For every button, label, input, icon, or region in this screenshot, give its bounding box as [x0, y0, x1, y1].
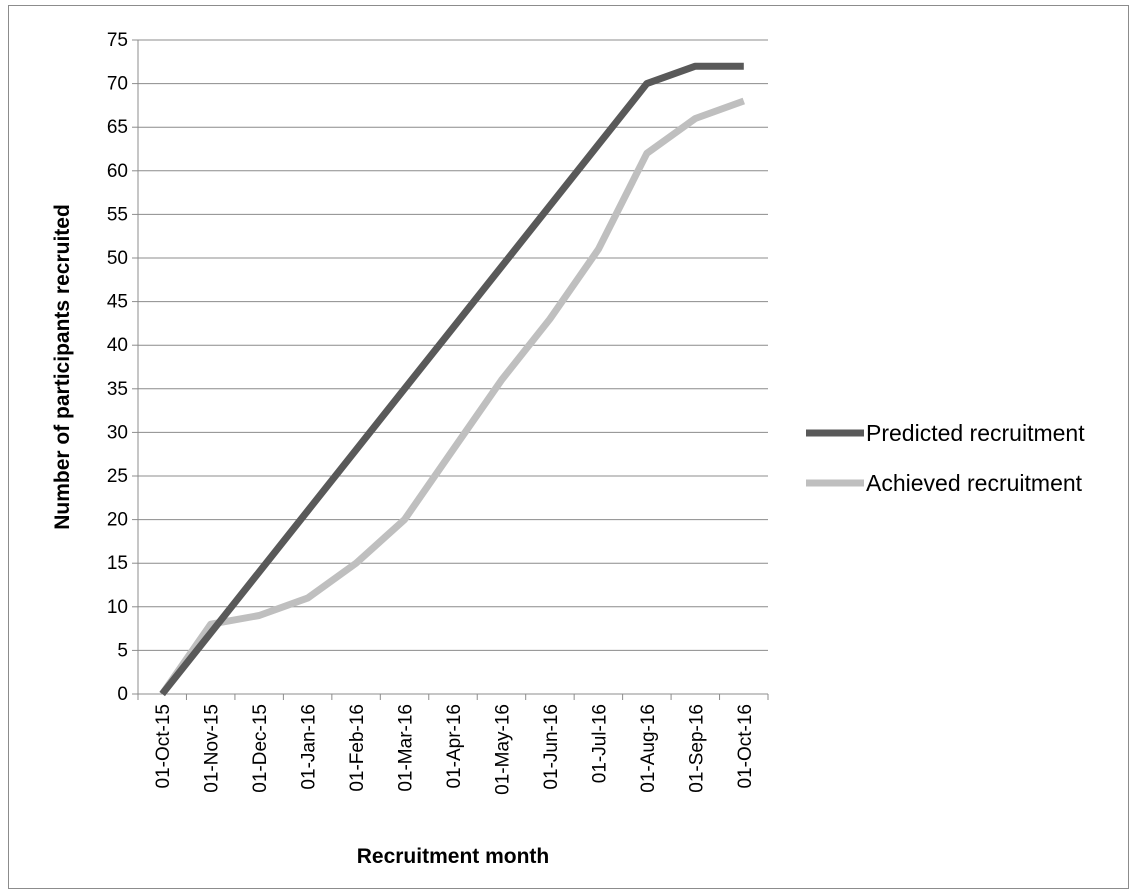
- y-tick-label: 55: [107, 204, 128, 225]
- y-tick-label: 70: [107, 74, 128, 95]
- x-tick-label: 01-Jan-16: [299, 704, 320, 790]
- x-tick-label: 01-Apr-16: [444, 704, 465, 789]
- y-tick-label: 40: [107, 335, 128, 356]
- x-tick-label: 01-Nov-15: [202, 704, 223, 793]
- x-tick-label: 01-Sep-16: [686, 704, 707, 793]
- y-tick-label: 75: [107, 30, 128, 51]
- axes: [132, 39, 769, 700]
- x-tick-label: 01-Aug-16: [638, 704, 659, 793]
- legend-label: Predicted recruitment: [866, 420, 1085, 446]
- y-tick-label: 10: [107, 597, 128, 618]
- y-tick-label: 50: [107, 248, 128, 269]
- series-line: [159, 97, 745, 696]
- x-tick-label: 01-Feb-16: [347, 704, 368, 792]
- x-tick-label: 01-Oct-16: [735, 704, 756, 788]
- y-tick-label: 5: [117, 640, 128, 661]
- x-tick-label: 01-May-16: [492, 704, 513, 795]
- y-tick-label: 25: [107, 466, 128, 487]
- x-tick-label: 01-Mar-16: [396, 704, 417, 792]
- y-tick-label: 45: [107, 292, 128, 313]
- x-tick-label: 01-Dec-15: [250, 704, 271, 793]
- recruitment-line-chart: 0 5 10 15 20 25 30 35 40 45 50 55 60 65 70 75 01-Oct-15 0…: [51, 30, 1085, 868]
- x-axis-title: Recruitment month: [357, 845, 550, 868]
- y-tick-label: 35: [107, 379, 128, 400]
- gridlines: [138, 39, 768, 651]
- y-tick-label: 0: [117, 684, 128, 705]
- legend: Predicted recruitment Achieved recruitmen…: [806, 420, 1085, 496]
- y-tick-label: 30: [107, 422, 128, 443]
- x-tick-label: 01-Jun-16: [541, 704, 562, 790]
- chart-frame: 0 5 10 15 20 25 30 35 40 45 50 55 60 65 70 75 01-Oct-15 0…: [8, 5, 1129, 889]
- y-tick-label: 15: [107, 553, 128, 574]
- y-tick-label: 20: [107, 510, 128, 531]
- x-tick-label: 01-Jul-16: [589, 704, 610, 783]
- tick-labels: 0 5 10 15 20 25 30 35 40 45 50 55 60 65 70 75 01-Oct-15 0…: [107, 30, 756, 795]
- series-lines: [159, 62, 745, 697]
- legend-label: Achieved recruitment: [866, 470, 1083, 496]
- y-tick-label: 65: [107, 117, 128, 138]
- series-line: [159, 62, 744, 697]
- x-tick-label: 01-Oct-15: [153, 704, 174, 788]
- y-axis-title: Number of participants recruited: [51, 204, 74, 530]
- y-tick-label: 60: [107, 161, 128, 182]
